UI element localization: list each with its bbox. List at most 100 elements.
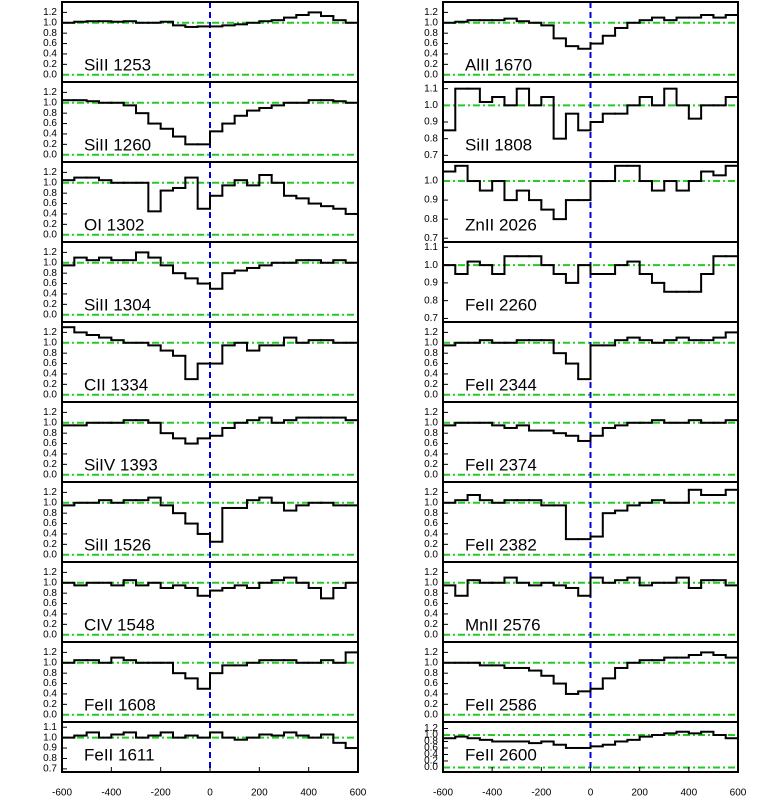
y-tick-label: 0.9 — [424, 195, 438, 206]
y-tick-label: 0.2 — [43, 219, 57, 230]
y-tick-label: 0.7 — [43, 764, 57, 775]
y-tick-label: 0.2 — [43, 619, 57, 630]
y-tick-label: 0.8 — [424, 295, 438, 306]
panel: 0.00.20.40.60.81.01.2 SiII 1260 — [43, 81, 359, 163]
panel-title: SiII 1304 — [84, 295, 151, 314]
y-tick-label: 0.2 — [43, 699, 57, 710]
panel: 0.00.20.40.60.81.01.2 SiIV 1393 — [43, 401, 359, 483]
panel-title: CIV 1548 — [84, 615, 155, 634]
y-tick-label: 1.2 — [43, 407, 57, 418]
y-tick-label: 1.2 — [43, 167, 57, 178]
y-tick-label: 1.0 — [43, 417, 57, 428]
y-tick-label: 0.8 — [43, 348, 57, 359]
y-tick-label: 0.4 — [424, 749, 438, 760]
y-tick-label: 0.2 — [424, 379, 438, 390]
y-tick-label: 1.2 — [424, 327, 438, 338]
panel-title: FeII 2586 — [465, 695, 537, 714]
y-tick-label: 0.4 — [424, 49, 438, 60]
y-tick-label: 1.2 — [43, 7, 57, 18]
panel-title: FeII 1611 — [84, 745, 155, 764]
panel-title: FeII 2344 — [465, 375, 537, 394]
y-tick-label: 0.8 — [43, 108, 57, 119]
y-tick-label: 0.7 — [424, 313, 438, 324]
y-tick-label: 0.4 — [43, 49, 57, 60]
panel-title: SiIV 1393 — [84, 455, 158, 474]
y-tick-label: 0.0 — [43, 629, 57, 640]
y-tick-label: 0.8 — [424, 214, 438, 225]
panel: 0.00.20.40.60.81.01.2 FeII 2600 -600 -400 -2… — [424, 721, 747, 799]
x-tick-label: -600 — [52, 788, 72, 799]
panel-title: OI 1302 — [84, 215, 145, 234]
y-tick-label: 0.8 — [43, 668, 57, 679]
y-tick-label: 0.2 — [424, 59, 438, 70]
y-tick-label: 1.2 — [43, 487, 57, 498]
y-tick-label: 0.2 — [43, 539, 57, 550]
panel-title: SiII 1526 — [84, 535, 151, 554]
y-tick-label: 0.0 — [43, 549, 57, 560]
y-tick-label: 0.6 — [43, 198, 57, 209]
y-tick-label: 1.2 — [43, 87, 57, 98]
y-tick-label: 0.0 — [43, 309, 57, 320]
y-tick-label: 0.4 — [43, 369, 57, 380]
x-tick-label: -400 — [101, 788, 121, 799]
y-tick-label: 0.4 — [424, 369, 438, 380]
y-tick-label: 0.4 — [424, 529, 438, 540]
y-tick-label: 0.8 — [43, 28, 57, 39]
panel-title: AlII 1670 — [465, 55, 532, 74]
y-tick-label: 1.0 — [43, 657, 57, 668]
y-tick-label: 0.6 — [43, 518, 57, 529]
y-tick-label: 1.0 — [43, 17, 57, 28]
x-tick-label: -400 — [482, 788, 502, 799]
y-tick-label: 0.6 — [43, 38, 57, 49]
panel-title: SiII 1253 — [84, 55, 151, 74]
y-tick-label: 0.6 — [43, 118, 57, 129]
panel-title: FeII 1608 — [84, 695, 156, 714]
panel: 0.00.20.40.60.81.01.2 FeII 2344 — [424, 321, 739, 403]
y-tick-label: 0.6 — [424, 38, 438, 49]
y-tick-label: 0.8 — [43, 753, 57, 764]
y-tick-label: 0.2 — [424, 699, 438, 710]
panel-title: CII 1334 — [84, 375, 148, 394]
x-tick-label: 200 — [251, 788, 268, 799]
panel: 0.70.80.91.01.1 FeII 1611 -600 -400 -200 0 200… — [43, 721, 367, 799]
y-tick-label: 0.6 — [424, 438, 438, 449]
y-tick-label: 1.0 — [424, 100, 438, 111]
y-tick-label: 1.2 — [43, 247, 57, 258]
panel-title: SiII 1260 — [84, 135, 151, 154]
y-tick-label: 1.0 — [424, 657, 438, 668]
y-tick-label: 0.7 — [424, 150, 438, 161]
y-tick-label: 1.0 — [43, 732, 57, 743]
x-tick-label: 200 — [631, 788, 648, 799]
panel: 0.00.20.40.60.81.01.2 MnII 2576 — [424, 561, 739, 643]
x-tick-label: -200 — [531, 788, 551, 799]
y-tick-label: 0.2 — [43, 59, 57, 70]
x-tick-label: 0 — [588, 788, 594, 799]
x-tick-label: 0 — [207, 788, 213, 799]
y-tick-label: 1.2 — [43, 647, 57, 658]
y-tick-label: 0.4 — [43, 609, 57, 620]
y-tick-label: 1.1 — [424, 242, 438, 253]
panel: 0.00.20.40.60.81.01.2 FeII 2586 — [424, 641, 739, 723]
panel-title: FeII 2260 — [465, 295, 537, 314]
y-tick-label: 0.4 — [43, 129, 57, 140]
y-tick-label: 1.2 — [424, 7, 438, 18]
y-tick-label: 0.8 — [43, 428, 57, 439]
y-tick-label: 0.0 — [424, 549, 438, 560]
panel: 0.00.20.40.60.81.01.2 FeII 2374 — [424, 401, 739, 483]
y-tick-label: 0.2 — [43, 139, 57, 150]
panel: 0.00.20.40.60.81.01.2 SiII 1304 — [43, 241, 359, 323]
y-tick-label: 1.2 — [424, 407, 438, 418]
panel: 0.00.20.40.60.81.01.2 SiII 1253 — [43, 1, 359, 83]
y-tick-label: 1.1 — [43, 722, 57, 733]
y-tick-label: 0.0 — [424, 469, 438, 480]
y-tick-label: 1.0 — [424, 417, 438, 428]
y-tick-label: 0.0 — [424, 69, 438, 80]
y-tick-label: 0.4 — [424, 689, 438, 700]
y-tick-label: 0.8 — [424, 133, 438, 144]
y-tick-label: 0.0 — [43, 709, 57, 720]
y-tick-label: 0.4 — [424, 609, 438, 620]
y-tick-label: 1.1 — [424, 83, 438, 94]
y-tick-label: 0.8 — [424, 736, 438, 747]
y-tick-label: 0.4 — [43, 529, 57, 540]
